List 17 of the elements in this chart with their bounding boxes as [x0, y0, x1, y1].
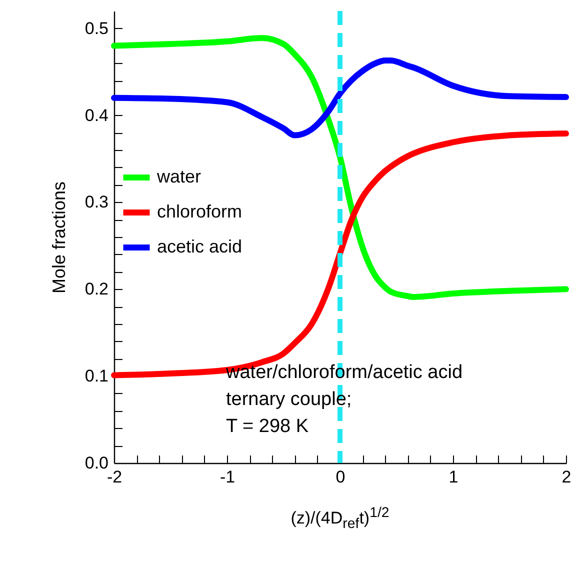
x-tick-label: -1	[220, 468, 236, 486]
legend-label: water	[156, 166, 202, 186]
y-tick-label: 0.0	[84, 454, 108, 472]
x-tick-label: 1	[448, 468, 458, 486]
y-tick-label: 0.4	[84, 106, 108, 125]
y-tick-label: 0.3	[84, 192, 108, 212]
x-tick-label: 2	[562, 468, 572, 486]
legend-label: acetic acid	[157, 236, 242, 256]
y-tick-label: 0.2	[84, 280, 108, 299]
x-tick-label: -2	[106, 468, 122, 486]
x-axis-title: (z)/(4D$_{ref}$t)$^{1/2}$	[290, 505, 390, 532]
legend-label: chloroform	[157, 202, 242, 222]
x-tick-label: 0	[336, 468, 346, 486]
y-tick-label: 0.1	[84, 366, 108, 386]
annotation: water/chloroform/acetic acid ternary couple; T = 298 K	[225, 362, 463, 437]
y-tick-label: 0.5	[84, 18, 108, 38]
y-axis-title: Mole fractions	[48, 181, 69, 294]
